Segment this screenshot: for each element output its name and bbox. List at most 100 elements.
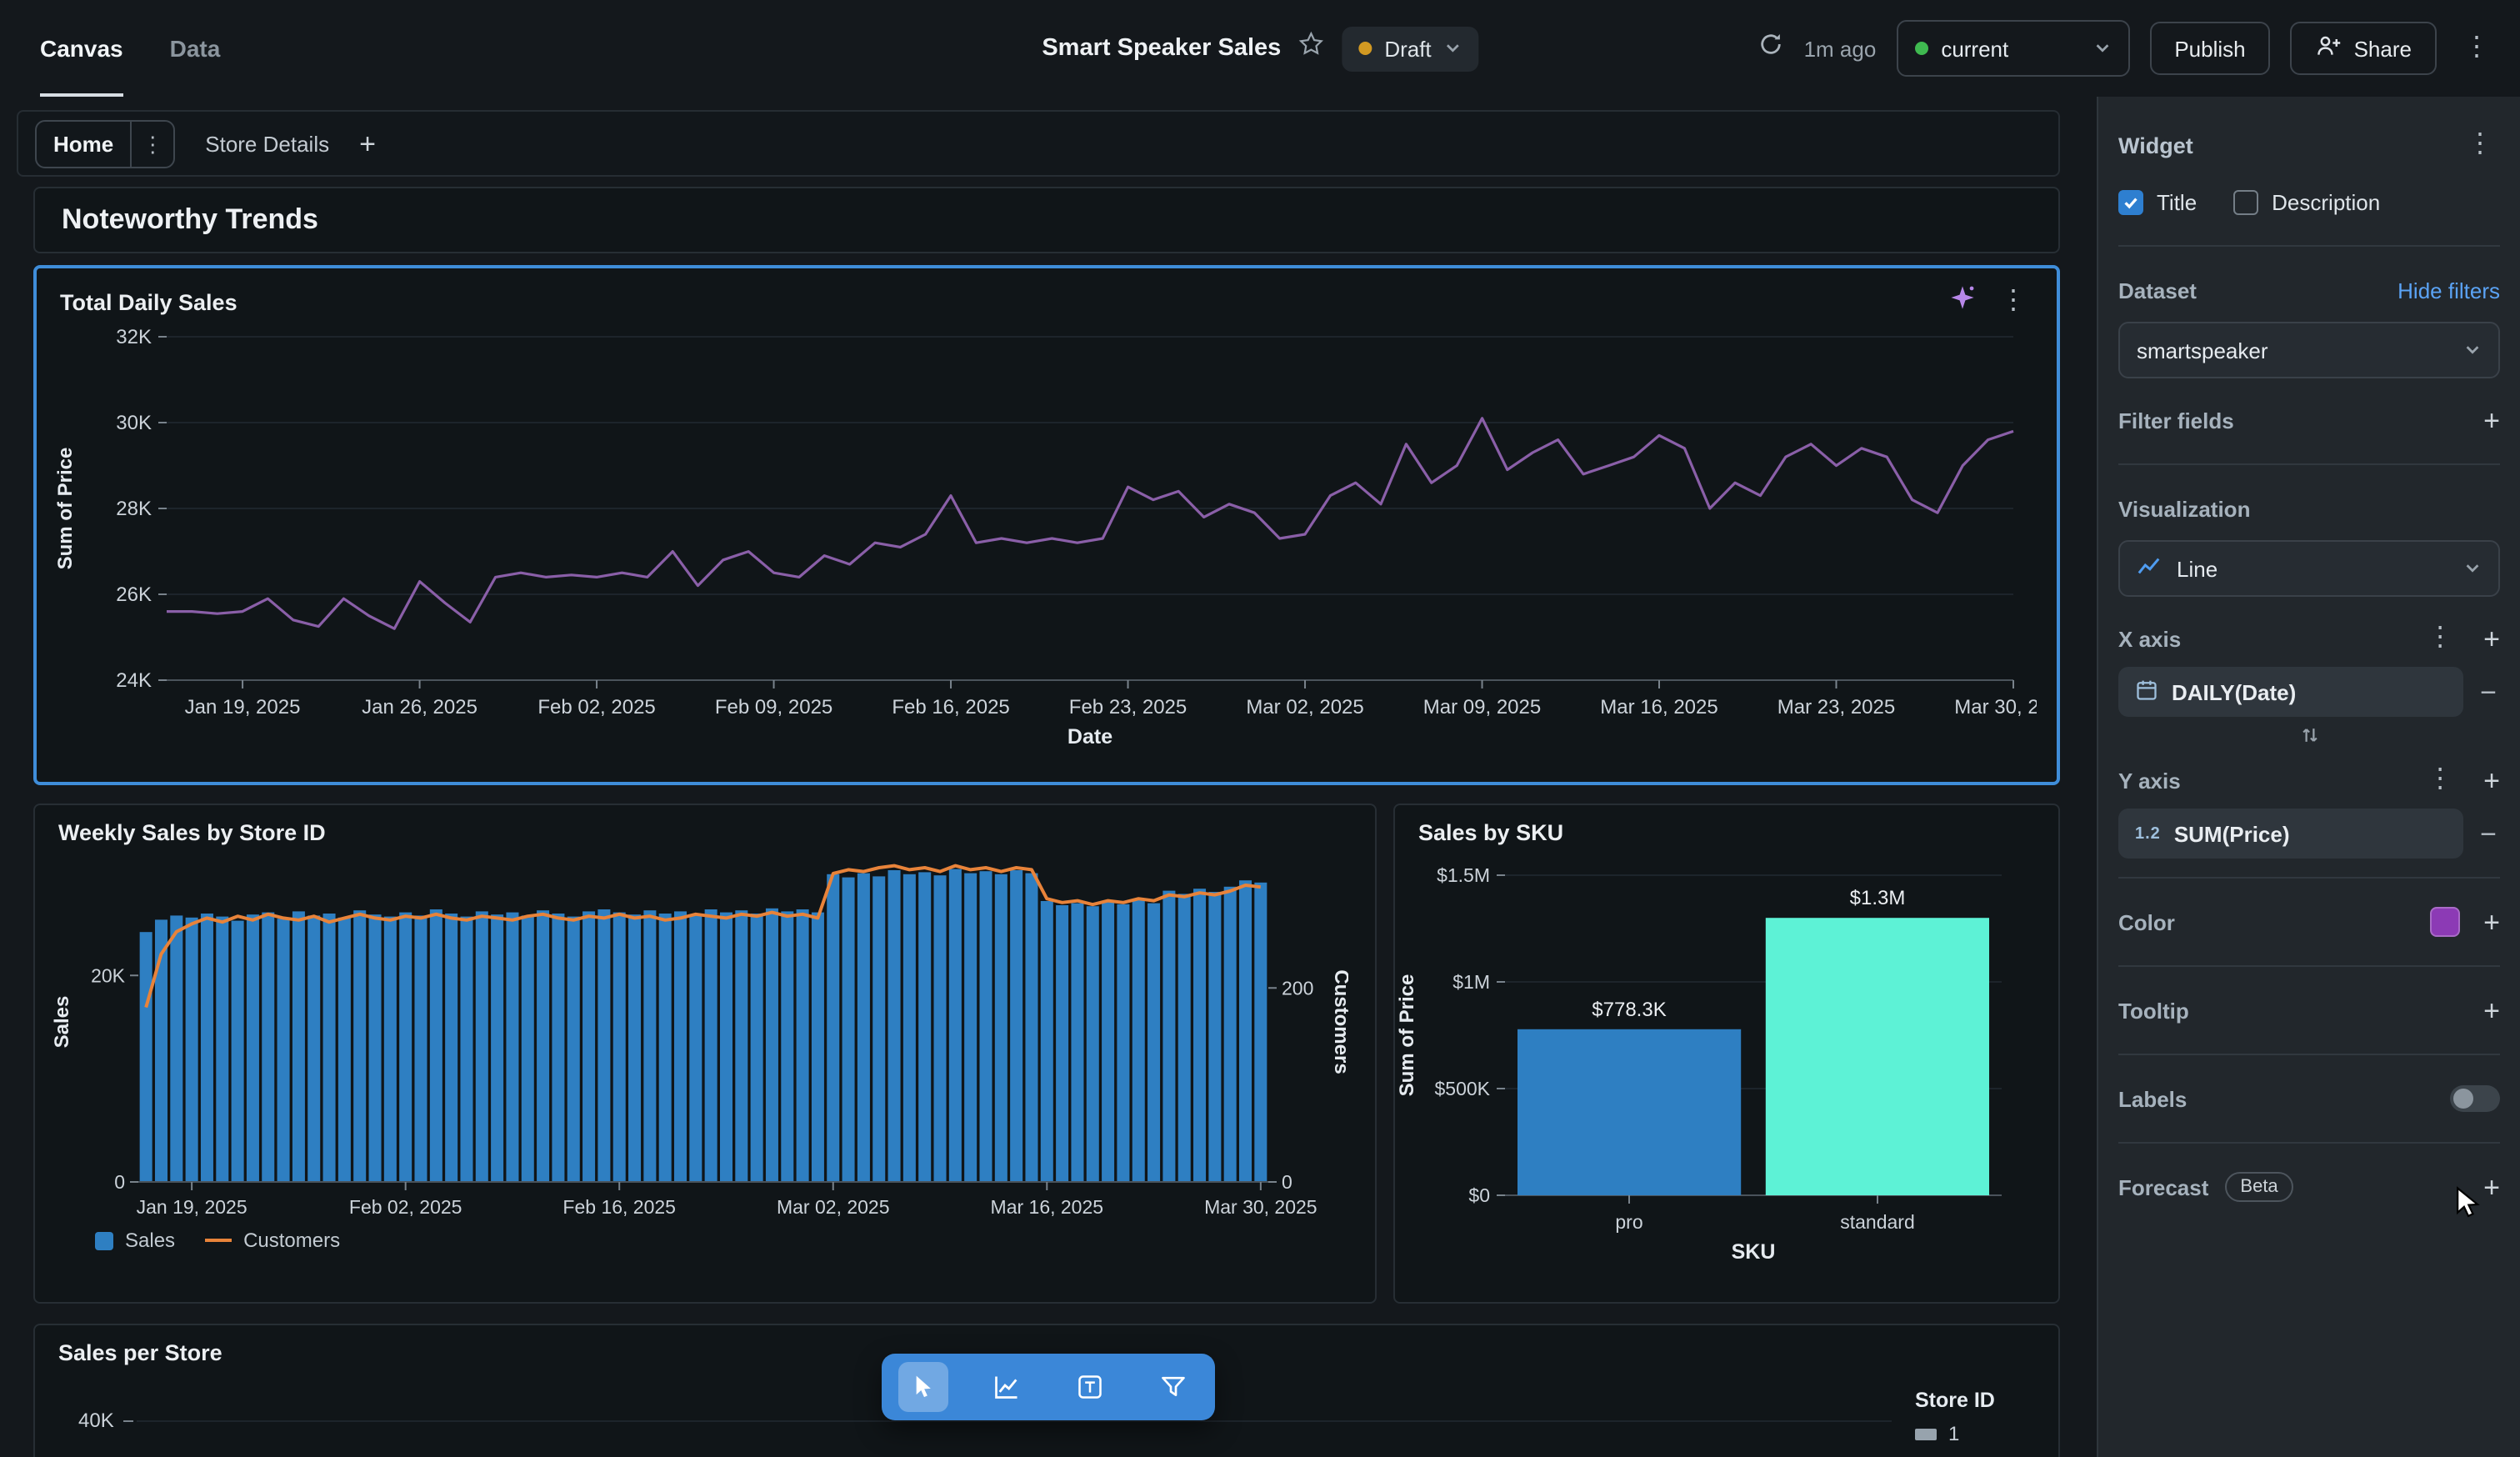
weekly-sales-chart[interactable]: 0 20K 0 200 Jan 19, 2025 Feb 02, 2025 Feb 16, … <box>48 849 1348 1225</box>
filter-tool-button[interactable] <box>1148 1362 1198 1412</box>
favorite-star-icon[interactable] <box>1298 30 1326 67</box>
widget-total-daily-sales[interactable]: Total Daily Sales ⋮ 24K 26K 28K 30K 32K Jan 1… <box>33 265 2060 785</box>
store-id-legend: Store ID 1 2 <box>1915 1389 2035 1457</box>
add-y-field-button[interactable]: + <box>2483 764 2500 796</box>
widget-title: Sales by SKU <box>1418 820 1564 845</box>
widget-sales-by-sku[interactable]: Sales by SKU $0 $500K $1M $1.5M $778.3K pro $1… <box>1393 804 2060 1304</box>
svg-text:Mar 16, 2025: Mar 16, 2025 <box>1600 696 1718 718</box>
add-filter-button[interactable]: + <box>2483 404 2500 436</box>
widget-header: Weekly Sales by Store ID <box>35 805 1375 849</box>
widget-header: Sales by SKU <box>1395 805 2058 849</box>
y-tick-label: 40K <box>78 1409 134 1432</box>
tab-data[interactable]: Data <box>169 35 221 62</box>
legend-item-customers: Customers <box>205 1229 340 1252</box>
divider <box>2118 965 2500 967</box>
forecast-label: Forecast <box>2118 1174 2209 1199</box>
panel-title: Widget <box>2118 133 2193 158</box>
visualization-select[interactable]: Line <box>2118 540 2500 597</box>
ai-sparkle-icon[interactable] <box>1948 283 1977 320</box>
line-chart-icon <box>2137 553 2162 583</box>
sales-by-sku-chart[interactable]: $0 $500K $1M $1.5M $778.3K pro $1.3M standard SK… <box>1395 849 2028 1272</box>
description-checkbox[interactable]: Description <box>2233 189 2380 214</box>
share-button[interactable]: Share <box>2290 22 2437 75</box>
svg-text:Jan 26, 2025: Jan 26, 2025 <box>362 696 478 718</box>
svg-text:28K: 28K <box>116 498 152 520</box>
svg-text:Mar 23, 2025: Mar 23, 2025 <box>1778 696 1895 718</box>
workbook-title[interactable]: Smart Speaker Sales <box>1042 35 1282 62</box>
remove-y-field-button[interactable]: − <box>2480 818 2497 849</box>
version-dot-icon <box>1914 42 1928 55</box>
title-checkbox[interactable]: Title <box>2118 189 2197 214</box>
chevron-down-icon <box>2463 338 2482 363</box>
svg-text:Sales: Sales <box>51 996 73 1049</box>
page-tab-home[interactable]: Home ⋮ <box>35 119 176 168</box>
config-panel: Widget ⋮ Title Description Dataset Hide … <box>2097 97 2520 1457</box>
color-swatch[interactable] <box>2430 907 2461 937</box>
x-field-label: DAILY(Date) <box>2172 679 2297 704</box>
svg-text:Sum of Price: Sum of Price <box>1396 974 1418 1097</box>
x-axis-menu-icon[interactable]: ⋮ <box>2427 623 2454 652</box>
hide-filters-link[interactable]: Hide filters <box>2398 278 2500 303</box>
svg-text:$0: $0 <box>1468 1184 1490 1206</box>
tick-mark <box>123 1419 134 1421</box>
svg-text:Mar 09, 2025: Mar 09, 2025 <box>1423 696 1541 718</box>
x-axis-label: X axis <box>2118 626 2182 651</box>
svg-text:20K: 20K <box>91 964 126 986</box>
draft-dot-icon <box>1359 42 1373 55</box>
y-axis-menu-icon[interactable]: ⋮ <box>2427 765 2454 794</box>
element-toolbar <box>882 1354 1215 1420</box>
legend-title: Store ID <box>1915 1389 1995 1412</box>
widget-weekly-sales-by-store-id[interactable]: Weekly Sales by Store ID 0 20K 0 200 Jan 19,… <box>33 804 1377 1304</box>
add-x-field-button[interactable]: + <box>2483 623 2500 654</box>
refresh-icon[interactable] <box>1759 32 1784 65</box>
y-axis-field[interactable]: 1.2 SUM(Price) <box>2118 809 2464 859</box>
version-selector[interactable]: current <box>1896 20 2130 77</box>
tab-canvas[interactable]: Canvas <box>40 0 123 97</box>
topbar-more-icon[interactable]: ⋮ <box>2463 33 2490 62</box>
labels-toggle[interactable] <box>2450 1085 2500 1112</box>
divider <box>2118 1142 2500 1144</box>
page-tab-store-details[interactable]: Store Details <box>205 131 330 156</box>
svg-text:Mar 30, 2025: Mar 30, 2025 <box>1954 696 2037 718</box>
x-axis-field[interactable]: DAILY(Date) <box>2118 667 2464 717</box>
remove-x-field-button[interactable]: − <box>2480 676 2497 708</box>
svg-text:Mar 02, 2025: Mar 02, 2025 <box>1246 696 1363 718</box>
svg-text:$1M: $1M <box>1452 971 1490 993</box>
visualization-label: Visualization <box>2118 496 2251 521</box>
publish-button[interactable]: Publish <box>2149 22 2271 75</box>
select-tool-button[interactable] <box>898 1362 948 1412</box>
svg-text:Feb 16, 2025: Feb 16, 2025 <box>562 1196 676 1218</box>
svg-text:$778.3K: $778.3K <box>1592 999 1666 1021</box>
toggle-knob <box>2453 1089 2473 1109</box>
add-tooltip-button[interactable]: + <box>2483 994 2500 1026</box>
widget-menu-icon[interactable]: ⋮ <box>2000 287 2027 315</box>
dataset-label: Dataset <box>2118 278 2197 303</box>
text-widget-noteworthy-trends[interactable]: Noteworthy Trends <box>33 187 2060 253</box>
beta-badge: Beta <box>2225 1172 2293 1202</box>
add-forecast-button[interactable]: + <box>2483 1171 2500 1203</box>
swap-axes-button[interactable] <box>2298 723 2321 752</box>
add-page-button[interactable]: + <box>359 128 376 159</box>
last-refresh-time: 1m ago <box>1803 36 1877 61</box>
filter-fields-label: Filter fields <box>2118 408 2234 433</box>
total-daily-sales-chart[interactable]: 24K 26K 28K 30K 32K Jan 19, 2025 Jan 26, 2025 F… <box>50 323 2037 754</box>
widget-header: Sales per Store <box>35 1325 2058 1369</box>
sales-per-store-chart[interactable]: 40K Store ID 1 2 <box>35 1369 2058 1457</box>
share-label: Share <box>2353 36 2412 61</box>
widget-options-menu-icon[interactable]: ⋮ <box>2467 130 2493 158</box>
workbook-header: Smart Speaker Sales Draft <box>1042 0 1478 97</box>
draft-status-badge[interactable]: Draft <box>1342 26 1478 71</box>
checkbox-unchecked-icon <box>2233 189 2259 214</box>
dataset-select[interactable]: smartspeaker <box>2118 322 2500 378</box>
svg-text:30K: 30K <box>116 412 152 434</box>
version-label: current <box>1941 36 2009 61</box>
svg-text:pro: pro <box>1615 1211 1642 1233</box>
text-tool-button[interactable] <box>1065 1362 1115 1412</box>
chart-legend: Sales Customers <box>35 1225 1375 1252</box>
chart-tool-button[interactable] <box>982 1362 1032 1412</box>
add-color-button[interactable]: + <box>2483 906 2500 938</box>
calendar-icon <box>2135 678 2158 706</box>
svg-text:Feb 02, 2025: Feb 02, 2025 <box>538 696 655 718</box>
page-tab-home-menu-icon[interactable]: ⋮ <box>142 131 164 156</box>
